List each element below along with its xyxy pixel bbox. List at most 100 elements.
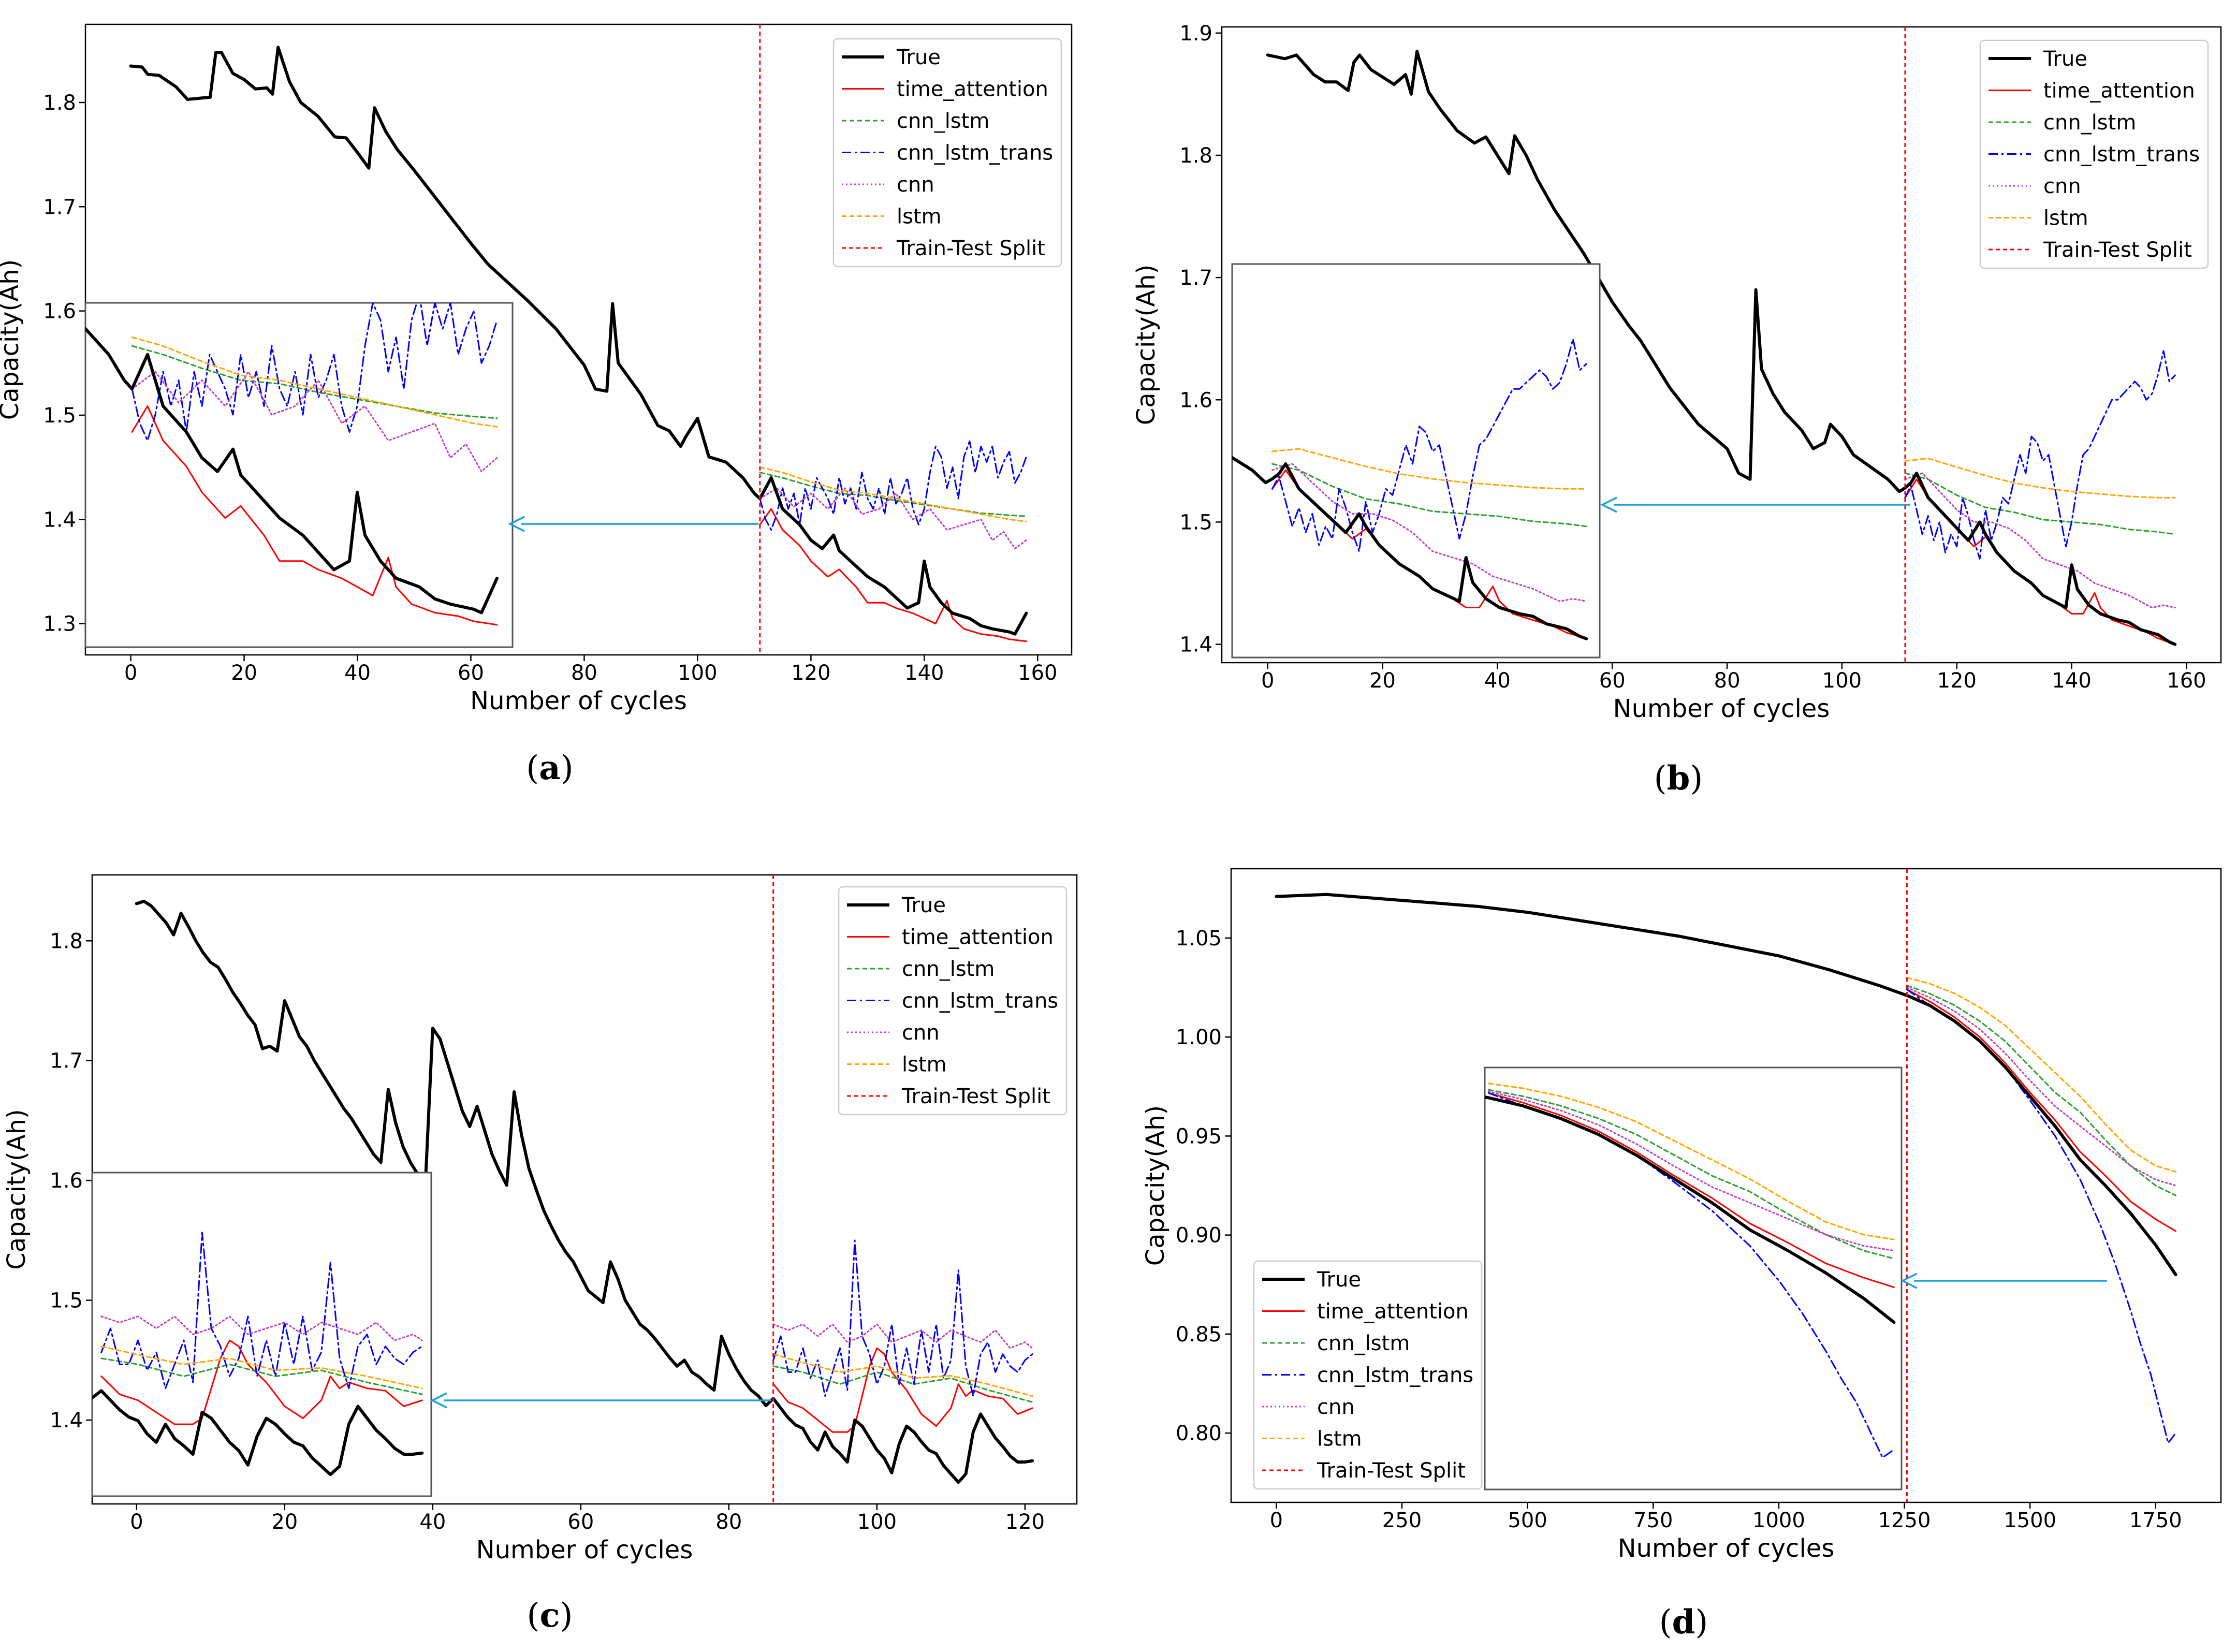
series-line-true: [129, 46, 1028, 636]
x-axis-label: Number of cycles: [476, 1536, 693, 1565]
x-tick-label: 0: [1270, 1509, 1283, 1532]
caption-paren-open: (: [1654, 759, 1667, 798]
series-line-cnn-lstm: [1906, 985, 2177, 1196]
series-line-true: [1266, 50, 2177, 646]
series-line-cnn-lstm-trans: [1904, 350, 2176, 560]
legend-label: lstm: [2043, 207, 2088, 230]
y-tick-label: 1.5: [1179, 510, 1212, 534]
x-tick-label: 120: [1937, 669, 1977, 693]
x-tick-label: 1750: [2129, 1509, 2182, 1532]
y-axis-label: Capacity(Ah): [1141, 1105, 1170, 1266]
inset-line-lstm: [131, 337, 498, 428]
inset-line-lstm: [1271, 448, 1587, 490]
series-group: [1275, 893, 2177, 1444]
inset-line-time-attention: [131, 405, 498, 626]
inset-line-cnn: [1487, 1090, 1895, 1252]
legend-label: True: [901, 894, 946, 917]
panel-caption: (d): [1659, 1603, 1708, 1642]
x-axis-label: Number of cycles: [1618, 1534, 1835, 1563]
x-tick-label: 20: [231, 661, 257, 685]
x-tick-label: 140: [2052, 669, 2091, 693]
x-tick-label: 80: [1714, 669, 1741, 693]
y-tick-label: 1.9: [1179, 22, 1212, 46]
zoom-arrow-head: [508, 516, 525, 532]
x-tick-label: 80: [571, 661, 597, 685]
x-tick-label: 40: [1484, 669, 1511, 693]
x-tick-label: 0: [124, 661, 137, 685]
zoom-arrow-head: [1900, 1273, 1918, 1289]
y-tick-label: 1.5: [43, 404, 76, 428]
series-line-cnn: [1906, 987, 2177, 1187]
series-line-cnn: [759, 487, 1027, 550]
x-tick-label: 120: [1005, 1510, 1045, 1534]
inset-line-true: [1485, 1095, 1896, 1324]
y-tick-label: 1.8: [43, 91, 76, 115]
caption-letter: b: [1667, 759, 1690, 798]
zoom-arrow-head: [1600, 496, 1617, 513]
legend-label: cnn_lstm: [2043, 111, 2136, 135]
series-line-cnn: [1904, 472, 2176, 609]
x-tick-label: 120: [791, 661, 830, 685]
legend-label: time_attention: [897, 78, 1048, 101]
inset-line-cnn: [1271, 463, 1587, 602]
chart-panel-c: 0 20 40 60 80 100 120 1.4 1.5 1.6 1.7 1.8 Number of …: [2, 874, 1078, 1635]
caption-paren-close: ): [1695, 1603, 1708, 1642]
series-line-cnn-lstm-trans: [1906, 988, 2177, 1444]
inset-line-true: [85, 327, 499, 615]
legend-label: cnn_lstm_trans: [902, 989, 1058, 1013]
series-line-cnn: [772, 1323, 1033, 1349]
legend-label: time_attention: [902, 926, 1054, 949]
y-axis-label: Capacity(Ah): [0, 259, 24, 420]
series-line-lstm: [1904, 458, 2176, 499]
inset-series-group: [92, 1232, 424, 1476]
legend-label: cnn_lstm: [902, 957, 995, 981]
inset-line-cnn-lstm-trans: [131, 303, 498, 442]
series-line-cnn-lstm-trans: [759, 440, 1027, 531]
legend-label: time_attention: [2043, 79, 2195, 103]
legend-label: Train-Test Split: [1317, 1459, 1466, 1483]
y-tick-label: 1.05: [1176, 927, 1222, 951]
y-tick-label: 1.4: [1179, 633, 1212, 657]
caption-paren-open: (: [527, 1597, 540, 1635]
inset-line-time-attention: [1487, 1092, 1895, 1288]
x-tick-label: 60: [458, 661, 484, 685]
x-tick-label: 250: [1382, 1509, 1422, 1532]
x-tick-label: 0: [1261, 669, 1274, 693]
series-line-true: [1275, 893, 2177, 1277]
plot-frame: [1230, 868, 2222, 1503]
legend-label: cnn: [897, 173, 934, 197]
legend-label: Train-Test Split: [896, 237, 1045, 260]
chart-panel-a: 0 20 40 60 80 100 120 140 160 1.3 1.4 1.5 1.6 1.7 1.8 N…: [0, 23, 1073, 787]
inset-series-group: [1232, 338, 1588, 640]
series-line-lstm: [1906, 976, 2177, 1173]
legend-label: time_attention: [1317, 1300, 1469, 1324]
legend-label: True: [2043, 47, 2087, 71]
x-tick-label: 40: [419, 1510, 446, 1534]
x-tick-label: 20: [1369, 669, 1396, 693]
legend-label: cnn_lstm: [1317, 1332, 1410, 1355]
panel-caption: (c): [527, 1596, 573, 1635]
series-line-true: [135, 899, 1034, 1484]
x-tick-label: 0: [130, 1510, 143, 1534]
legend-label: True: [1317, 1268, 1361, 1292]
x-axis-label: Number of cycles: [470, 686, 687, 715]
x-tick-label: 80: [715, 1510, 742, 1534]
caption-paren-close: ): [560, 1597, 573, 1635]
legend-box: [838, 886, 1068, 1116]
caption-letter: c: [540, 1596, 560, 1635]
caption-paren-close: ): [1690, 759, 1703, 798]
legend-label: cnn_lstm_trans: [1317, 1364, 1473, 1387]
legend-label: lstm: [1317, 1427, 1362, 1451]
series-line-lstm: [772, 1353, 1033, 1397]
y-tick-label: 1.7: [50, 1049, 83, 1073]
legend-box: [1253, 1260, 1483, 1490]
y-axis-label: Capacity(Ah): [1132, 265, 1161, 425]
x-tick-label: 1250: [1878, 1509, 1931, 1532]
x-tick-label: 160: [1018, 661, 1057, 685]
y-tick-label: 1.8: [1179, 144, 1212, 168]
inset-line-time-attention: [100, 1339, 423, 1425]
x-tick-label: 1000: [1752, 1509, 1805, 1532]
series-line-cnn-lstm: [772, 1365, 1033, 1403]
y-tick-label: 0.85: [1176, 1323, 1222, 1347]
caption-letter: d: [1672, 1603, 1695, 1642]
